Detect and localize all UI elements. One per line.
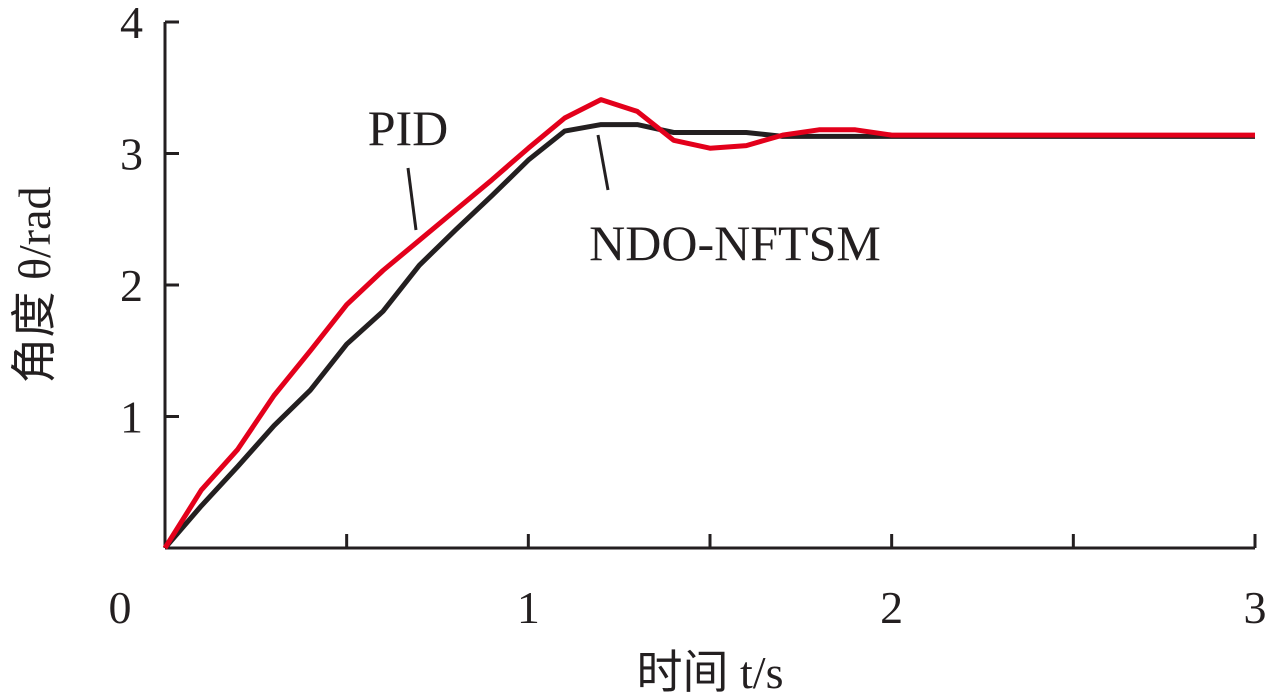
y-tick-label: 3	[120, 129, 143, 180]
series-label: NDO-NFTSM	[589, 215, 881, 271]
leader-line	[406, 167, 418, 231]
series-line	[162, 97, 1255, 550]
y-axis-label: 角度 θ/rad	[9, 186, 60, 383]
y-tick-label: 2	[120, 260, 143, 311]
x-tick-label: 3	[1244, 582, 1267, 633]
x-tick-label: 1	[517, 582, 540, 633]
leader-line	[596, 134, 610, 191]
y-tick-label: 1	[120, 392, 143, 443]
y-tick-label: 4	[120, 0, 143, 48]
x-tick-label: 2	[880, 582, 903, 633]
series-label: PID	[368, 100, 449, 156]
x-tick-label: 0	[109, 582, 132, 633]
series-line	[163, 122, 1255, 550]
x-axis-label: 时间 t/s	[637, 647, 784, 698]
